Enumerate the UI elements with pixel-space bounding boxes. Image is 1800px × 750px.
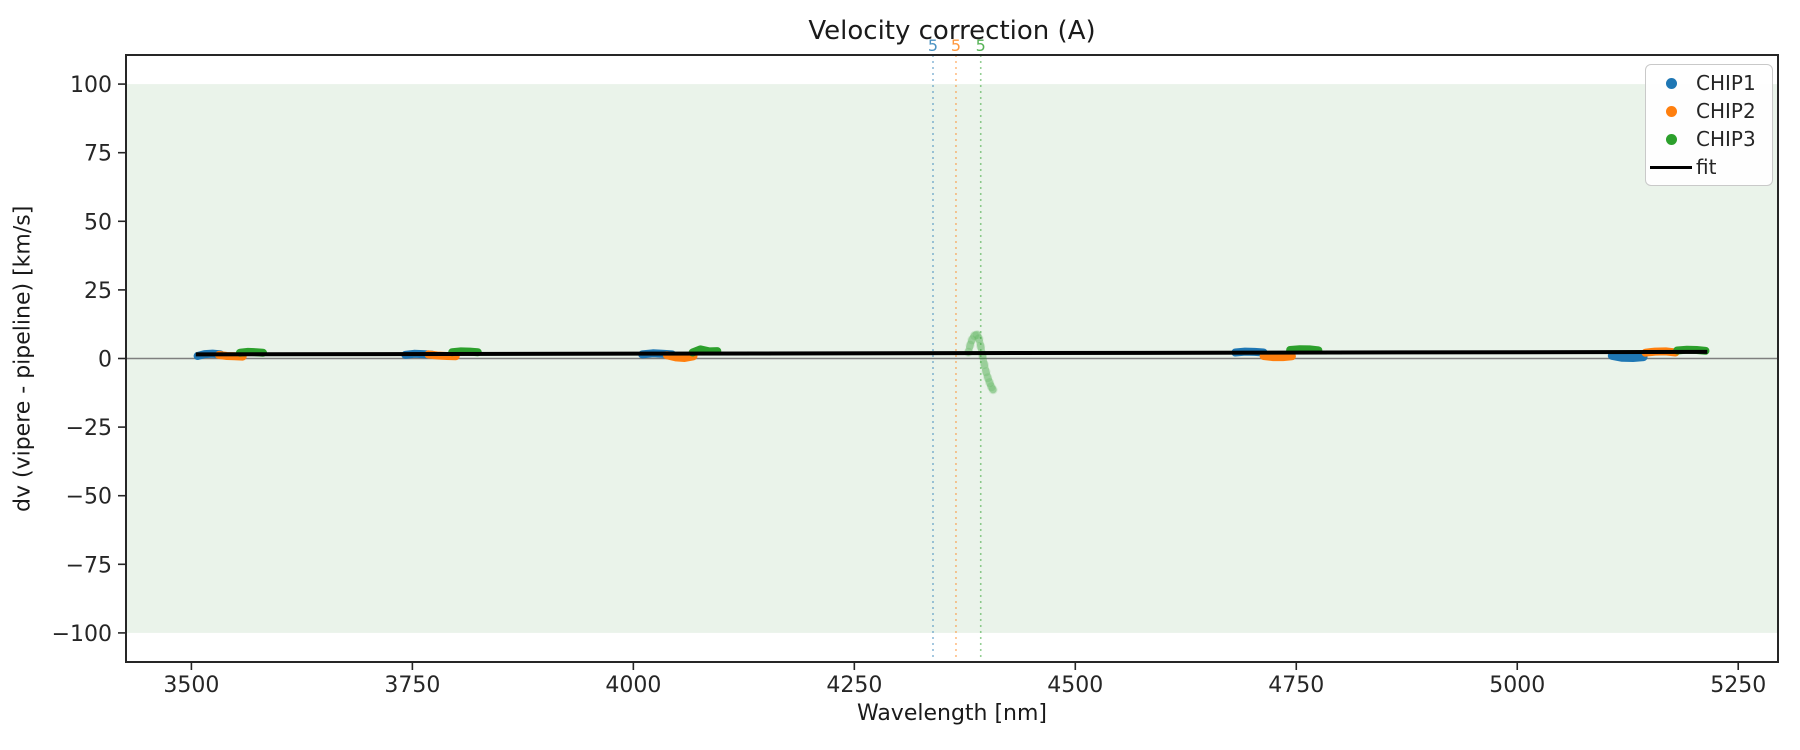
scatter-streak-chip3	[688, 345, 722, 357]
legend-label: fit	[1696, 155, 1717, 179]
fit-line	[195, 349, 1708, 357]
outlier-point	[965, 340, 975, 350]
order-marker-label: 5	[976, 36, 986, 55]
y-tick-label: −50	[66, 485, 112, 510]
y-tick-label: 25	[84, 279, 112, 304]
y-tick-label: −25	[66, 416, 112, 441]
y-tick-label: −100	[52, 622, 112, 647]
y-axis-label: dv (vipere - pipeline) [km/s]	[10, 205, 36, 512]
scatter-streak-chip2	[662, 351, 698, 362]
x-axis-label: Wavelength [nm]	[856, 701, 1048, 726]
legend-label: CHIP1	[1696, 71, 1756, 95]
scatter-streak-chip2	[1259, 352, 1296, 362]
outlier-point	[976, 341, 986, 351]
outlier-point	[981, 367, 991, 377]
order-marker-label: 5	[951, 36, 961, 55]
outlier-point	[985, 378, 995, 388]
x-tick-label: 4000	[605, 673, 661, 698]
chip1-dot-icon	[1646, 77, 1696, 89]
chip2-dot-icon	[1646, 105, 1696, 117]
x-tick-label: 3750	[384, 673, 440, 698]
outlier-point	[988, 385, 998, 395]
scatter-streak-chip3	[1286, 345, 1323, 355]
outlier-arc-chip3	[964, 331, 997, 394]
legend-item-fit: fit	[1646, 154, 1772, 180]
chart-title: Velocity correction (A)	[808, 16, 1096, 46]
y-tick-label: 0	[98, 348, 112, 373]
fit-line-icon	[1646, 165, 1696, 169]
outlier-point	[979, 360, 989, 369]
x-tick-label: 4500	[1047, 673, 1103, 698]
legend-item-chip1: CHIP1	[1646, 70, 1772, 96]
outlier-point	[970, 330, 979, 340]
legend-label: CHIP2	[1696, 99, 1756, 123]
legend-item-chip3: CHIP3	[1646, 126, 1772, 152]
y-tick-label: 75	[84, 142, 112, 167]
x-tick-label: 5250	[1710, 673, 1766, 698]
outlier-point	[972, 330, 982, 340]
scatter-streak-chip3	[448, 347, 482, 357]
y-tick-label: 100	[70, 73, 112, 98]
legend-item-chip2: CHIP2	[1646, 98, 1772, 124]
x-tick-label: 3500	[163, 673, 219, 698]
outlier-point	[974, 334, 984, 344]
chip3-dot-icon	[1646, 133, 1696, 145]
outlier-point	[986, 382, 996, 392]
x-tick-label: 4250	[826, 673, 882, 698]
x-tick-label: 4750	[1268, 673, 1324, 698]
scatter-streak-chip1	[1607, 351, 1648, 362]
y-tick-label: 50	[84, 210, 112, 235]
y-tick-label: −75	[66, 553, 112, 578]
outlier-point	[967, 335, 977, 345]
legend: CHIP1 CHIP2 CHIP3 fit	[1645, 64, 1773, 186]
order-marker-label: 5	[928, 36, 938, 55]
legend-label: CHIP3	[1696, 127, 1756, 151]
x-tick-label: 5000	[1489, 673, 1545, 698]
outlier-point	[983, 373, 993, 383]
